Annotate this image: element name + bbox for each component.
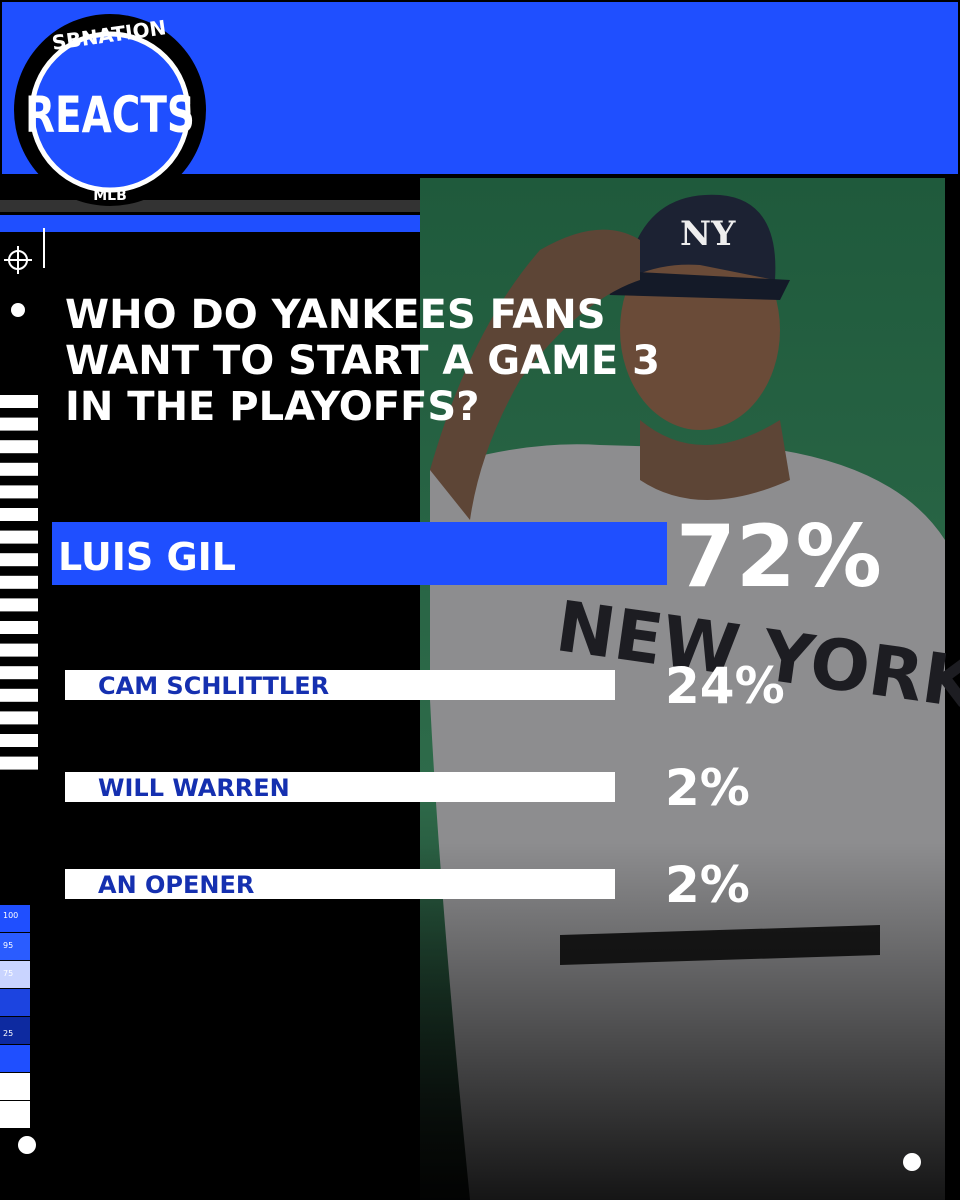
ladder-rung <box>0 666 38 680</box>
scale-block <box>0 905 30 932</box>
logo-ring <box>29 31 191 193</box>
ladder-rung <box>0 417 38 431</box>
scale-label: 75 <box>3 969 13 978</box>
scale-block <box>0 1045 30 1072</box>
ladder-rung <box>0 395 38 408</box>
options: LUIS GIL 72% CAM SCHLITTLER 24% WILL WARREN 2… <box>52 507 882 914</box>
question-line: IN THE PLAYOFFS? <box>65 384 479 430</box>
blue-stripe <box>0 215 420 232</box>
option-percent: 24% <box>665 657 785 715</box>
scale-decor: 100 95 75 25 <box>0 905 30 1128</box>
scale-block <box>0 1017 30 1044</box>
ladder <box>0 395 38 770</box>
question-line: WANT TO START A GAME 3 <box>65 338 660 384</box>
option-name: CAM SCHLITTLER <box>98 672 329 700</box>
ladder-rung <box>0 734 38 747</box>
option-bar <box>52 522 667 585</box>
ladder-rung <box>0 598 38 612</box>
option-percent: 2% <box>665 856 750 914</box>
logo-bottom: MLB <box>93 188 127 204</box>
scale-block <box>0 989 30 1016</box>
scale-block <box>0 1073 30 1100</box>
option-name: WILL WARREN <box>98 774 290 802</box>
ladder-rung <box>0 756 38 770</box>
ladder-rung <box>0 575 38 589</box>
logo-main: REACTS <box>25 86 195 144</box>
ladder-rung <box>0 440 38 454</box>
scale-block <box>0 1101 30 1128</box>
scale-block <box>0 933 30 960</box>
question-line: WHO DO YANKEES FANS <box>65 292 606 338</box>
ladder-rung <box>0 485 38 499</box>
option-percent: 2% <box>665 759 750 817</box>
ladder-rung <box>0 643 38 657</box>
crosshair <box>4 228 45 274</box>
option-bar <box>65 869 615 899</box>
dot <box>18 1136 36 1154</box>
option-name: AN OPENER <box>98 871 254 899</box>
ladder-rung <box>0 553 38 567</box>
ladder-rung <box>0 508 38 521</box>
ladder-rung <box>0 711 38 725</box>
scale-label: 95 <box>3 941 13 950</box>
option-bar <box>65 772 615 802</box>
scale-label: 100 <box>3 911 18 920</box>
divider <box>0 200 420 212</box>
ladder-rung <box>0 530 38 544</box>
ladder-rung <box>0 462 38 476</box>
option-percent: 72% <box>676 507 882 607</box>
dot <box>903 1153 921 1171</box>
scale-label: 25 <box>3 1029 13 1038</box>
option-name: LUIS GIL <box>58 535 236 579</box>
scale-block <box>0 961 30 988</box>
ladder-rung <box>0 621 38 634</box>
dot <box>11 303 25 317</box>
ladder-rung <box>0 688 38 702</box>
option-bar <box>65 670 615 700</box>
